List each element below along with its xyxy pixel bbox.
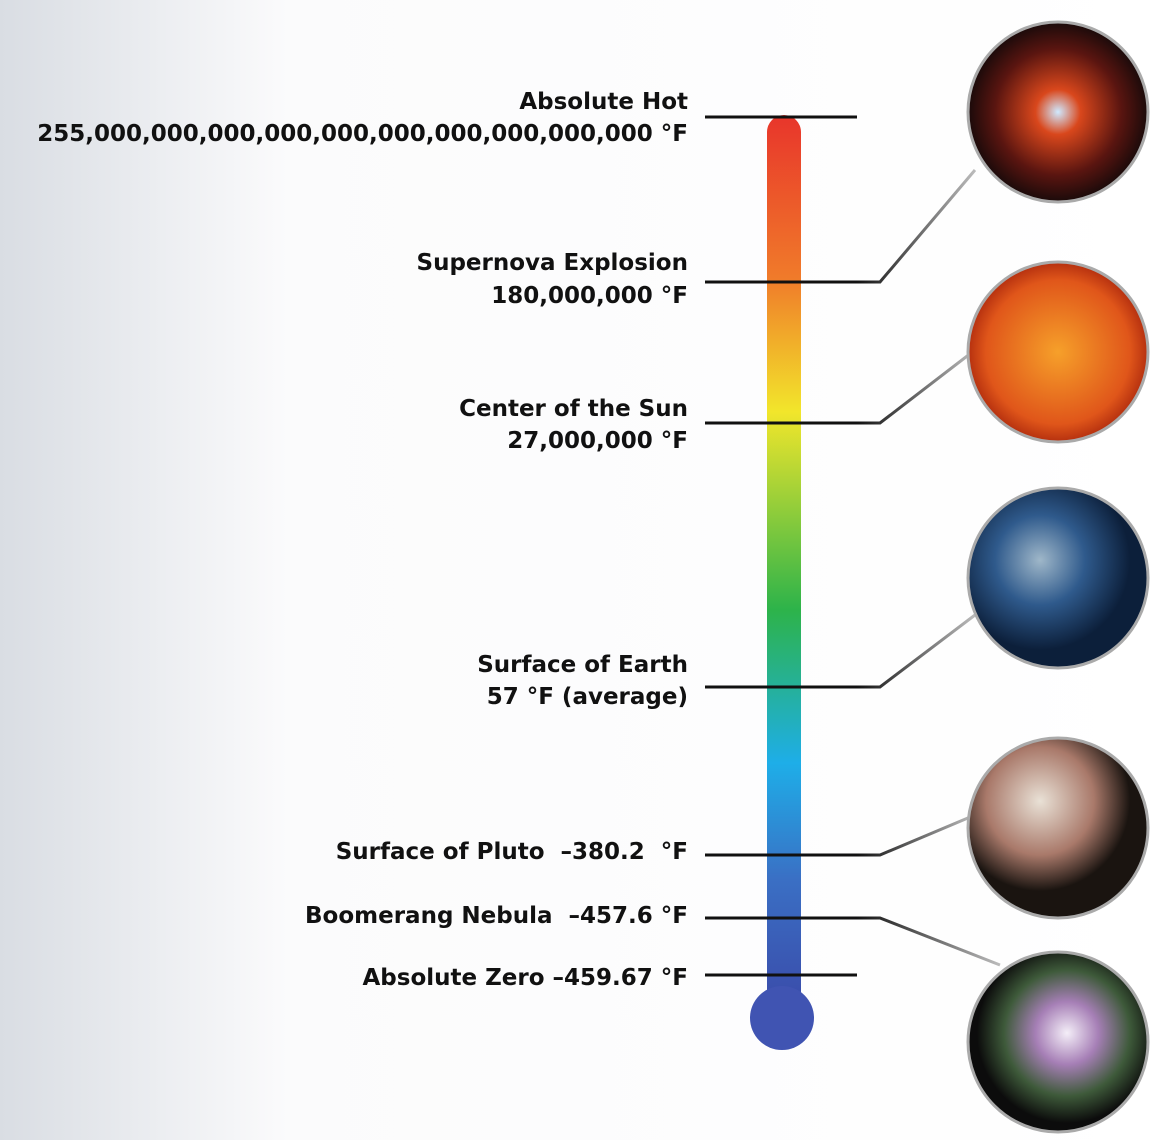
marker-temperature: 27,000,000 °F [507,428,688,454]
marker-label: Absolute Hot [519,89,688,115]
marker-label: Boomerang Nebula –457.6 °F [305,903,688,929]
photos [966,20,1150,1134]
marker-label: Surface of Earth [477,652,688,678]
marker-label: Center of the Sun [459,396,688,422]
connectors [857,169,1001,967]
marker-temperature: 255,000,000,000,000,000,000,000,000,000,… [37,121,688,147]
marker-label: Absolute Zero –459.67 °F [362,965,688,991]
marker-label: Surface of Pluto –380.2 °F [336,839,688,865]
marker-label: Supernova Explosion [417,250,689,276]
labels: Absolute Hot 255,000,000,000,000,000,000,… [37,89,688,991]
thermometer-bulb [750,986,814,1050]
thermometer-tube [767,115,801,1015]
marker-temperature: 57 °F (average) [487,684,688,710]
marker-temperature: 180,000,000 °F [491,283,688,309]
ticks [705,115,857,977]
